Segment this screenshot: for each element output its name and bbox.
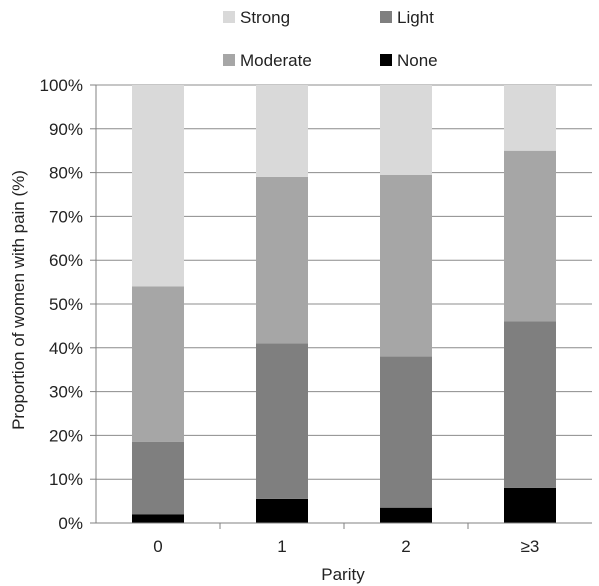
bar-segment-moderate: [380, 174, 432, 357]
legend-swatch-light: [380, 11, 392, 23]
bar-segment-moderate: [504, 150, 556, 322]
bar-segment-moderate: [132, 286, 184, 442]
legend-swatch-none: [380, 54, 392, 66]
bar-segment-light: [132, 441, 184, 515]
x-tick-label: ≥3: [521, 537, 540, 556]
bar-segment-strong: [380, 85, 432, 175]
y-tick-label: 60%: [49, 251, 83, 270]
legend-swatch-moderate: [223, 54, 235, 66]
bar-segment-none: [380, 507, 432, 523]
y-tick-label: 100%: [40, 76, 83, 95]
bar-segment-none: [256, 498, 308, 523]
bar-segment-strong: [504, 85, 556, 151]
x-tick-label: 0: [153, 537, 162, 556]
axes: 0% 10% 20% 30% 40% 50% 60% 70% 80% 90% 100% 0 1 2 ≥3: [40, 76, 592, 556]
bar-segment-none: [132, 514, 184, 523]
legend-swatch-strong: [223, 11, 235, 23]
y-tick-label: 10%: [49, 470, 83, 489]
y-tick-label: 40%: [49, 339, 83, 358]
x-tick-label: 1: [277, 537, 286, 556]
legend-label-moderate: Moderate: [240, 51, 312, 70]
legend-label-light: Light: [397, 8, 434, 27]
y-axis-title: Proportion of women with pain (%): [9, 170, 28, 430]
y-tick-label: 20%: [49, 426, 83, 445]
legend: Strong Light Moderate None: [223, 8, 438, 70]
y-tick-label: 90%: [49, 120, 83, 139]
bar-segment-none: [504, 487, 556, 523]
x-axis-title: Parity: [321, 565, 365, 584]
y-tick-label: 50%: [49, 295, 83, 314]
y-tick-label: 30%: [49, 383, 83, 402]
bar-segment-strong: [132, 85, 184, 287]
bar-segment-light: [380, 356, 432, 508]
bar-segment-moderate: [256, 176, 308, 344]
bars: [132, 85, 556, 523]
bar-segment-light: [256, 343, 308, 499]
y-tick-label: 0%: [58, 514, 83, 533]
y-tick-label: 70%: [49, 207, 83, 226]
x-tick-label: 2: [401, 537, 410, 556]
y-tick-label: 80%: [49, 164, 83, 183]
legend-label-none: None: [397, 51, 438, 70]
bar-segment-light: [504, 321, 556, 488]
bar-segment-strong: [256, 85, 308, 177]
legend-label-strong: Strong: [240, 8, 290, 27]
